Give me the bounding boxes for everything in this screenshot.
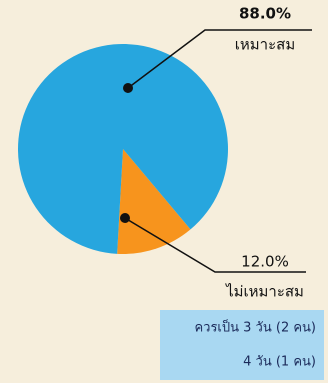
leader-dot bbox=[120, 213, 130, 223]
value-label: 88.0% bbox=[239, 5, 291, 23]
category-label: เหมาะสม bbox=[235, 36, 295, 54]
value-label: 12.0% bbox=[241, 253, 289, 271]
note: 4 วัน (1 คน) bbox=[243, 355, 316, 370]
pie-slice bbox=[18, 43, 229, 254]
category-label: ไม่เหมาะสม bbox=[225, 283, 304, 301]
pie-slice bbox=[117, 149, 191, 254]
note: ควรเป็น 3 วัน (2 คน) bbox=[194, 318, 316, 336]
leader-dot bbox=[123, 83, 133, 93]
leader-line bbox=[127, 29, 312, 89]
note-box bbox=[160, 310, 324, 380]
leader-line bbox=[124, 217, 306, 273]
